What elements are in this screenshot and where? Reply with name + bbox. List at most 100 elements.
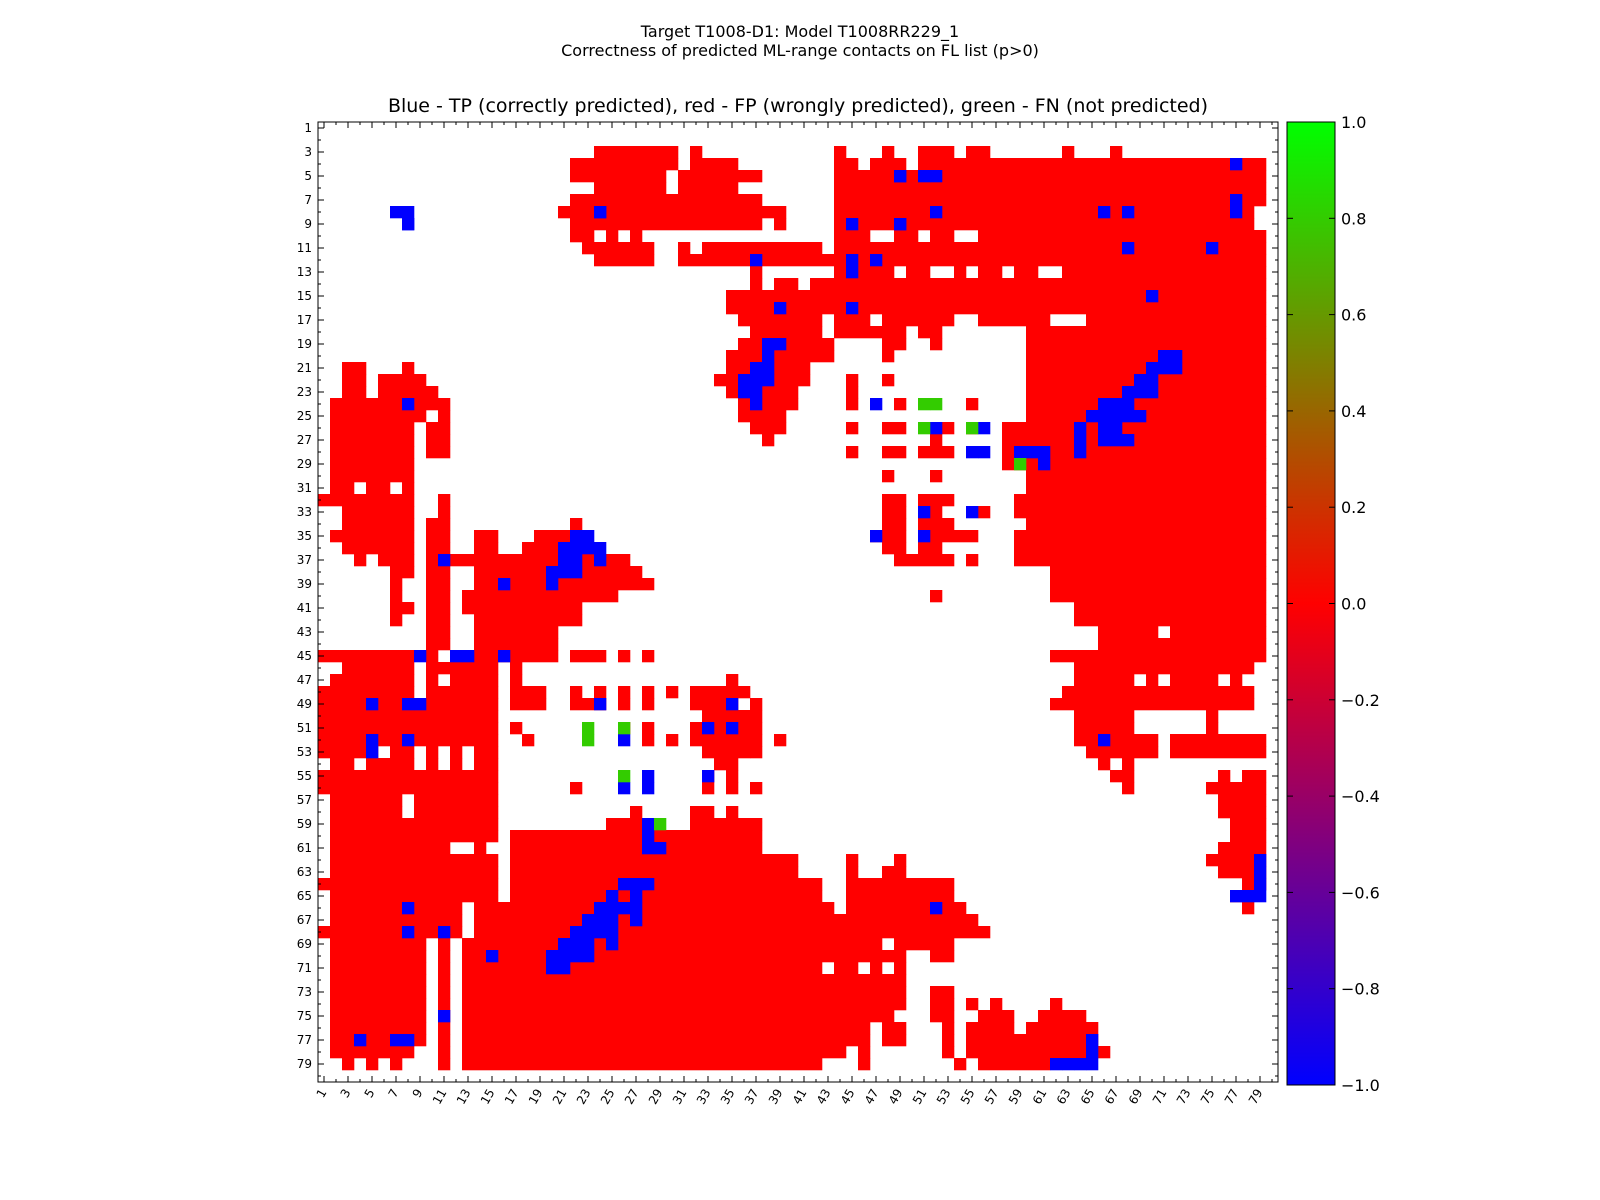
fp-cell-run xyxy=(882,446,907,459)
fp-cell-run xyxy=(438,974,451,987)
tp-cell xyxy=(630,902,643,915)
fp-cell-run xyxy=(330,1046,415,1059)
tp-cell xyxy=(1170,350,1183,363)
fp-cell-run xyxy=(1206,710,1219,723)
fp-cell-run xyxy=(642,686,655,699)
fp-cell-run xyxy=(1098,638,1267,651)
fp-cell-run xyxy=(330,806,403,819)
fp-cell-run xyxy=(438,962,451,975)
fp-cell-run xyxy=(930,998,955,1011)
tp-cell xyxy=(582,530,595,543)
fp-cell-run xyxy=(846,902,967,915)
fp-cell-run xyxy=(918,146,955,159)
colorbar-tick-label: 0.2 xyxy=(1341,498,1366,517)
fp-cell-run xyxy=(474,530,499,543)
tp-cell xyxy=(390,1034,403,1047)
fp-cell-run xyxy=(318,686,415,699)
tp-cell xyxy=(846,218,859,231)
fp-cell-run xyxy=(750,698,763,711)
fp-cell-run xyxy=(966,1034,1099,1047)
x-tick-label: 35 xyxy=(718,1087,738,1107)
fp-cell-run xyxy=(378,554,415,567)
y-tick-label: 1 xyxy=(304,121,312,135)
fp-cell-run xyxy=(882,1022,907,1035)
tp-cell xyxy=(1158,362,1171,375)
fp-cell-run xyxy=(882,542,907,555)
tp-cell xyxy=(1122,434,1135,447)
x-tick-label: 45 xyxy=(838,1087,858,1107)
y-tick-label: 67 xyxy=(297,913,312,927)
fp-cell-run xyxy=(702,242,823,255)
y-tick-label: 59 xyxy=(297,817,312,831)
fp-cell-run xyxy=(426,434,451,447)
fp-cell-run xyxy=(918,494,955,507)
fp-cell-run xyxy=(330,794,403,807)
fp-cell-run xyxy=(966,554,979,567)
fp-cell-run xyxy=(882,518,907,531)
fp-cell-run xyxy=(702,710,763,723)
x-tick-label: 37 xyxy=(742,1087,762,1107)
x-tick-label: 49 xyxy=(886,1087,906,1107)
fp-cell-run xyxy=(1050,578,1267,591)
tp-cell xyxy=(1074,422,1087,435)
tp-cell xyxy=(594,902,607,915)
x-tick-label: 75 xyxy=(1198,1087,1218,1107)
fp-cell-run xyxy=(438,1022,451,1035)
y-tick-label: 45 xyxy=(297,649,312,663)
fp-cell-run xyxy=(342,542,415,555)
tp-cell xyxy=(354,1034,367,1047)
fp-cell-run xyxy=(1074,722,1135,735)
tp-cell xyxy=(1146,290,1159,303)
y-tick-label: 25 xyxy=(297,409,312,423)
fp-cell-run xyxy=(330,890,499,903)
fp-cell-run xyxy=(426,686,499,699)
fp-cell-run xyxy=(390,578,403,591)
tp-cell xyxy=(558,950,571,963)
fp-cell-run xyxy=(438,494,451,507)
fp-cell-run xyxy=(510,842,763,855)
x-tick-label: 9 xyxy=(410,1087,426,1101)
fp-cell-run xyxy=(1230,674,1243,687)
fp-cell-run xyxy=(438,1034,451,1047)
fp-cell-run xyxy=(1074,734,1159,747)
tp-cell xyxy=(594,926,607,939)
fp-cell-run xyxy=(510,854,799,867)
fp-cell-run xyxy=(750,278,763,291)
tp-cell xyxy=(438,554,451,567)
x-tick-label: 39 xyxy=(766,1087,786,1107)
fp-cell-run xyxy=(1170,626,1267,639)
fp-cell-run xyxy=(426,590,451,603)
tp-cell xyxy=(546,962,559,975)
tp-cell xyxy=(1098,410,1111,423)
fp-cell-run xyxy=(474,638,559,651)
colorbar-tick-label: −0.4 xyxy=(1341,787,1380,806)
tp-cell xyxy=(930,902,943,915)
fp-cell-run xyxy=(846,854,859,867)
fp-cell-run xyxy=(870,962,883,975)
tp-cell xyxy=(570,566,583,579)
tp-cell xyxy=(750,362,763,375)
fp-cell-run xyxy=(426,518,451,531)
fp-cell-run xyxy=(930,1010,955,1023)
fp-cell-run xyxy=(426,650,439,663)
tp-cell xyxy=(402,698,415,711)
fp-cell-run xyxy=(342,374,367,387)
fp-cell-run xyxy=(402,362,415,375)
fp-cell-run xyxy=(510,662,523,675)
colorbar-tick-label: −0.8 xyxy=(1341,980,1380,999)
plot-frame xyxy=(317,121,1279,1083)
fp-cell-run xyxy=(1026,350,1267,363)
fp-cell-run xyxy=(318,494,415,507)
fp-cell-run xyxy=(606,230,619,243)
tp-cell xyxy=(630,914,643,927)
tp-cell xyxy=(930,206,943,219)
tp-cell xyxy=(606,926,619,939)
fp-cell-run xyxy=(330,1022,427,1035)
fp-cell-run xyxy=(774,734,787,747)
tp-cell xyxy=(978,446,991,459)
tp-cell xyxy=(630,878,643,891)
fp-cell-run xyxy=(1014,542,1267,555)
tp-cell xyxy=(570,530,583,543)
colorbar-tick-label: −0.2 xyxy=(1341,691,1380,710)
tp-cell xyxy=(402,902,415,915)
